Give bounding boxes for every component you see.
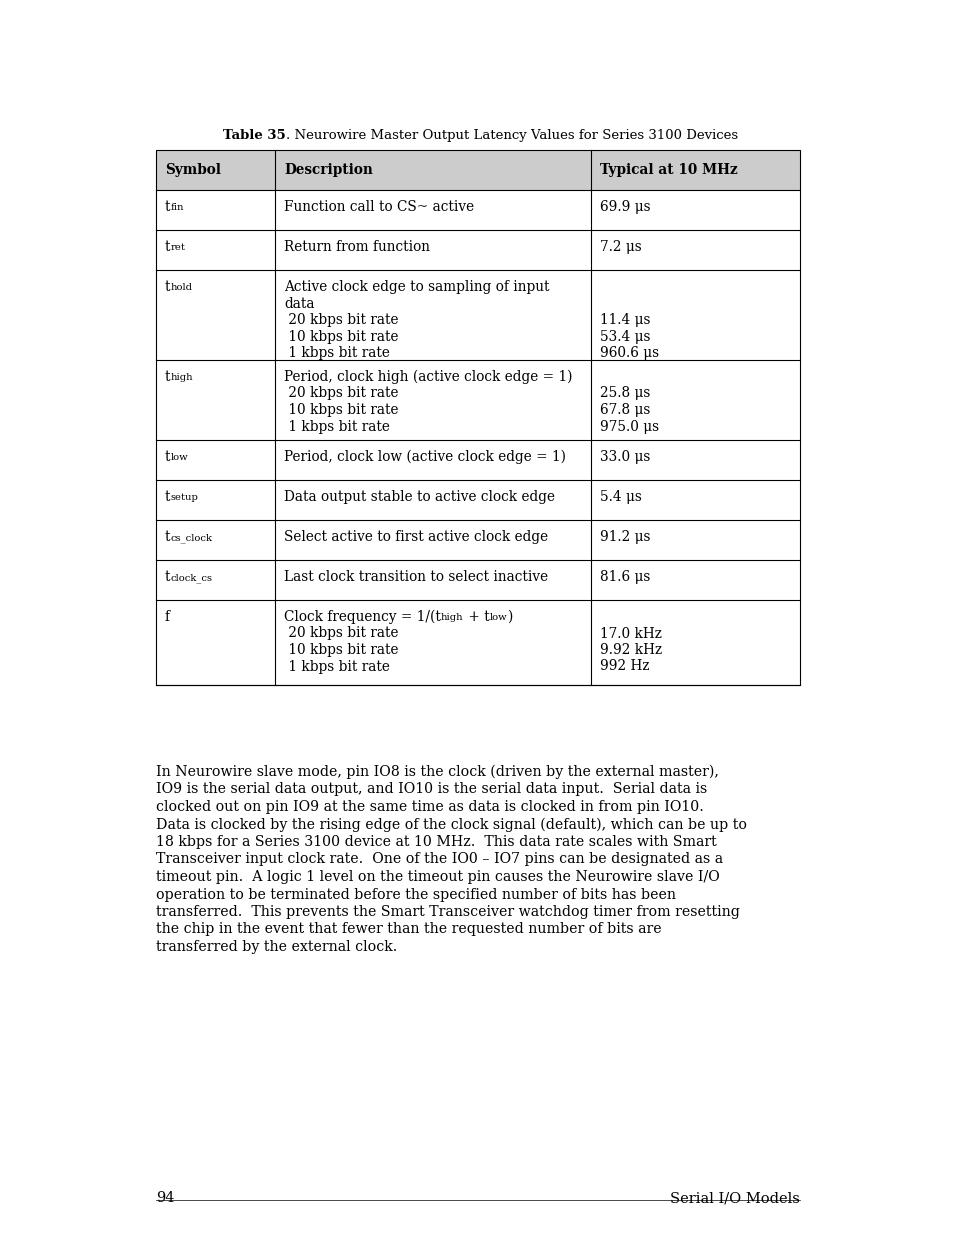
Text: 1 kbps bit rate: 1 kbps bit rate	[284, 420, 390, 433]
Text: 11.4 μs: 11.4 μs	[599, 312, 650, 327]
Text: Symbol: Symbol	[165, 163, 221, 177]
Text: t: t	[165, 280, 171, 294]
Text: 5.4 μs: 5.4 μs	[599, 490, 641, 504]
Bar	[156, 480, 800, 520]
Bar	[156, 520, 800, 559]
Text: t: t	[165, 450, 171, 464]
Text: t: t	[165, 200, 171, 214]
Text: Typical at 10 MHz: Typical at 10 MHz	[599, 163, 737, 177]
Text: clock_cs: clock_cs	[171, 573, 213, 583]
Text: 10 kbps bit rate: 10 kbps bit rate	[284, 643, 398, 657]
Bar	[156, 559, 800, 600]
Text: timeout pin.  A logic 1 level on the timeout pin causes the Neurowire slave I/O: timeout pin. A logic 1 level on the time…	[156, 869, 719, 884]
Text: 33.0 μs: 33.0 μs	[599, 450, 649, 464]
Text: t: t	[165, 571, 171, 584]
Text: Serial I/O Models: Serial I/O Models	[669, 1191, 800, 1205]
Text: transferred.  This prevents the Smart Transceiver watchdog timer from resetting: transferred. This prevents the Smart Tra…	[156, 905, 740, 919]
Text: 69.9 μs: 69.9 μs	[599, 200, 650, 214]
Text: f: f	[165, 610, 170, 624]
Text: t: t	[165, 490, 171, 504]
Text: Function call to CS~ active: Function call to CS~ active	[284, 200, 474, 214]
Text: high: high	[440, 613, 463, 622]
Text: 960.6 μs: 960.6 μs	[599, 346, 659, 359]
Bar	[156, 149, 800, 685]
Text: 10 kbps bit rate: 10 kbps bit rate	[284, 330, 398, 343]
Text: data: data	[284, 296, 314, 310]
Text: Data output stable to active clock edge: Data output stable to active clock edge	[284, 490, 555, 504]
Text: 25.8 μs: 25.8 μs	[599, 387, 649, 400]
Text: 20 kbps bit rate: 20 kbps bit rate	[284, 312, 398, 327]
Bar	[156, 600, 800, 685]
Text: t: t	[165, 370, 171, 384]
Text: + t: + t	[463, 610, 489, 624]
Text: ): )	[506, 610, 512, 624]
Text: 91.2 μs: 91.2 μs	[599, 530, 650, 543]
Text: 9.92 kHz: 9.92 kHz	[599, 643, 661, 657]
Text: 975.0 μs: 975.0 μs	[599, 420, 659, 433]
Text: Active clock edge to sampling of input: Active clock edge to sampling of input	[284, 280, 549, 294]
Text: 17.0 kHz: 17.0 kHz	[599, 626, 660, 641]
Text: Period, clock low (active clock edge = 1): Period, clock low (active clock edge = 1…	[284, 450, 565, 464]
Text: t: t	[165, 240, 171, 254]
Bar	[156, 230, 800, 270]
Text: 1 kbps bit rate: 1 kbps bit rate	[284, 659, 390, 673]
Text: 94: 94	[156, 1191, 174, 1205]
Text: Clock frequency = 1/(t: Clock frequency = 1/(t	[284, 610, 440, 625]
Bar	[156, 270, 800, 359]
Text: Return from function: Return from function	[284, 240, 430, 254]
Text: IO9 is the serial data output, and IO10 is the serial data input.  Serial data i: IO9 is the serial data output, and IO10 …	[156, 783, 706, 797]
Text: t: t	[165, 530, 171, 543]
Text: setup: setup	[171, 493, 198, 501]
Text: operation to be terminated before the specified number of bits has been: operation to be terminated before the sp…	[156, 888, 676, 902]
Text: 20 kbps bit rate: 20 kbps bit rate	[284, 387, 398, 400]
Text: 18 kbps for a Series 3100 device at 10 MHz.  This data rate scales with Smart: 18 kbps for a Series 3100 device at 10 M…	[156, 835, 716, 848]
Text: Select active to first active clock edge: Select active to first active clock edge	[284, 530, 548, 543]
Text: Transceiver input clock rate.  One of the IO0 – IO7 pins can be designated as a: Transceiver input clock rate. One of the…	[156, 852, 722, 867]
Text: 992 Hz: 992 Hz	[599, 659, 649, 673]
Text: 7.2 μs: 7.2 μs	[599, 240, 640, 254]
Text: 81.6 μs: 81.6 μs	[599, 571, 649, 584]
Text: 53.4 μs: 53.4 μs	[599, 330, 650, 343]
Text: . Neurowire Master Output Latency Values for Series 3100 Devices: . Neurowire Master Output Latency Values…	[286, 128, 738, 142]
Text: Description: Description	[284, 163, 373, 177]
Text: In Neurowire slave mode, pin IO8 is the clock (driven by the external master),: In Neurowire slave mode, pin IO8 is the …	[156, 764, 719, 779]
Text: Data is clocked by the rising edge of the clock signal (default), which can be u: Data is clocked by the rising edge of th…	[156, 818, 746, 832]
Text: high: high	[171, 373, 193, 382]
Text: 67.8 μs: 67.8 μs	[599, 403, 649, 417]
Text: Table 35: Table 35	[223, 128, 286, 142]
Text: hold: hold	[171, 283, 193, 291]
Text: 1 kbps bit rate: 1 kbps bit rate	[284, 346, 390, 359]
Text: ret: ret	[171, 243, 185, 252]
Text: 20 kbps bit rate: 20 kbps bit rate	[284, 626, 398, 641]
Text: clocked out on pin IO9 at the same time as data is clocked in from pin IO10.: clocked out on pin IO9 at the same time …	[156, 800, 703, 814]
Bar	[156, 440, 800, 480]
Text: 10 kbps bit rate: 10 kbps bit rate	[284, 403, 398, 417]
Text: Last clock transition to select inactive: Last clock transition to select inactive	[284, 571, 548, 584]
Text: the chip in the event that fewer than the requested number of bits are: the chip in the event that fewer than th…	[156, 923, 661, 936]
Text: Period, clock high (active clock edge = 1): Period, clock high (active clock edge = …	[284, 370, 572, 384]
Text: transferred by the external clock.: transferred by the external clock.	[156, 940, 397, 953]
Text: cs_clock: cs_clock	[171, 534, 213, 542]
Text: fin: fin	[171, 203, 184, 212]
Bar	[156, 190, 800, 230]
Bar	[156, 359, 800, 440]
Text: low: low	[171, 453, 188, 462]
Text: low: low	[489, 613, 506, 622]
Bar	[156, 149, 800, 190]
